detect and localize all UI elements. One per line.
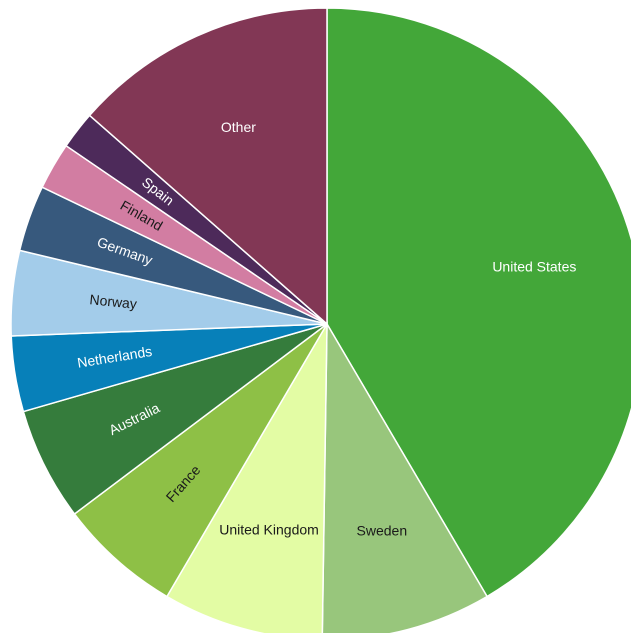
- pie-slice-sweden: [321, 321, 489, 633]
- pie-slice-france: [73, 323, 328, 598]
- pie-slice-other: [88, 7, 328, 326]
- slices-layer: [10, 7, 631, 633]
- pie-slice-united-states: [326, 7, 631, 598]
- pie-label-united-states: United States: [492, 258, 576, 274]
- pie-label-other: Other: [221, 119, 256, 135]
- pie-label-united-kingdom: United Kingdom: [219, 522, 319, 538]
- pie-label-norway: Norway: [89, 291, 138, 312]
- pie-label-sweden: Sweden: [357, 522, 408, 538]
- pie-slice-united-kingdom: [165, 321, 328, 633]
